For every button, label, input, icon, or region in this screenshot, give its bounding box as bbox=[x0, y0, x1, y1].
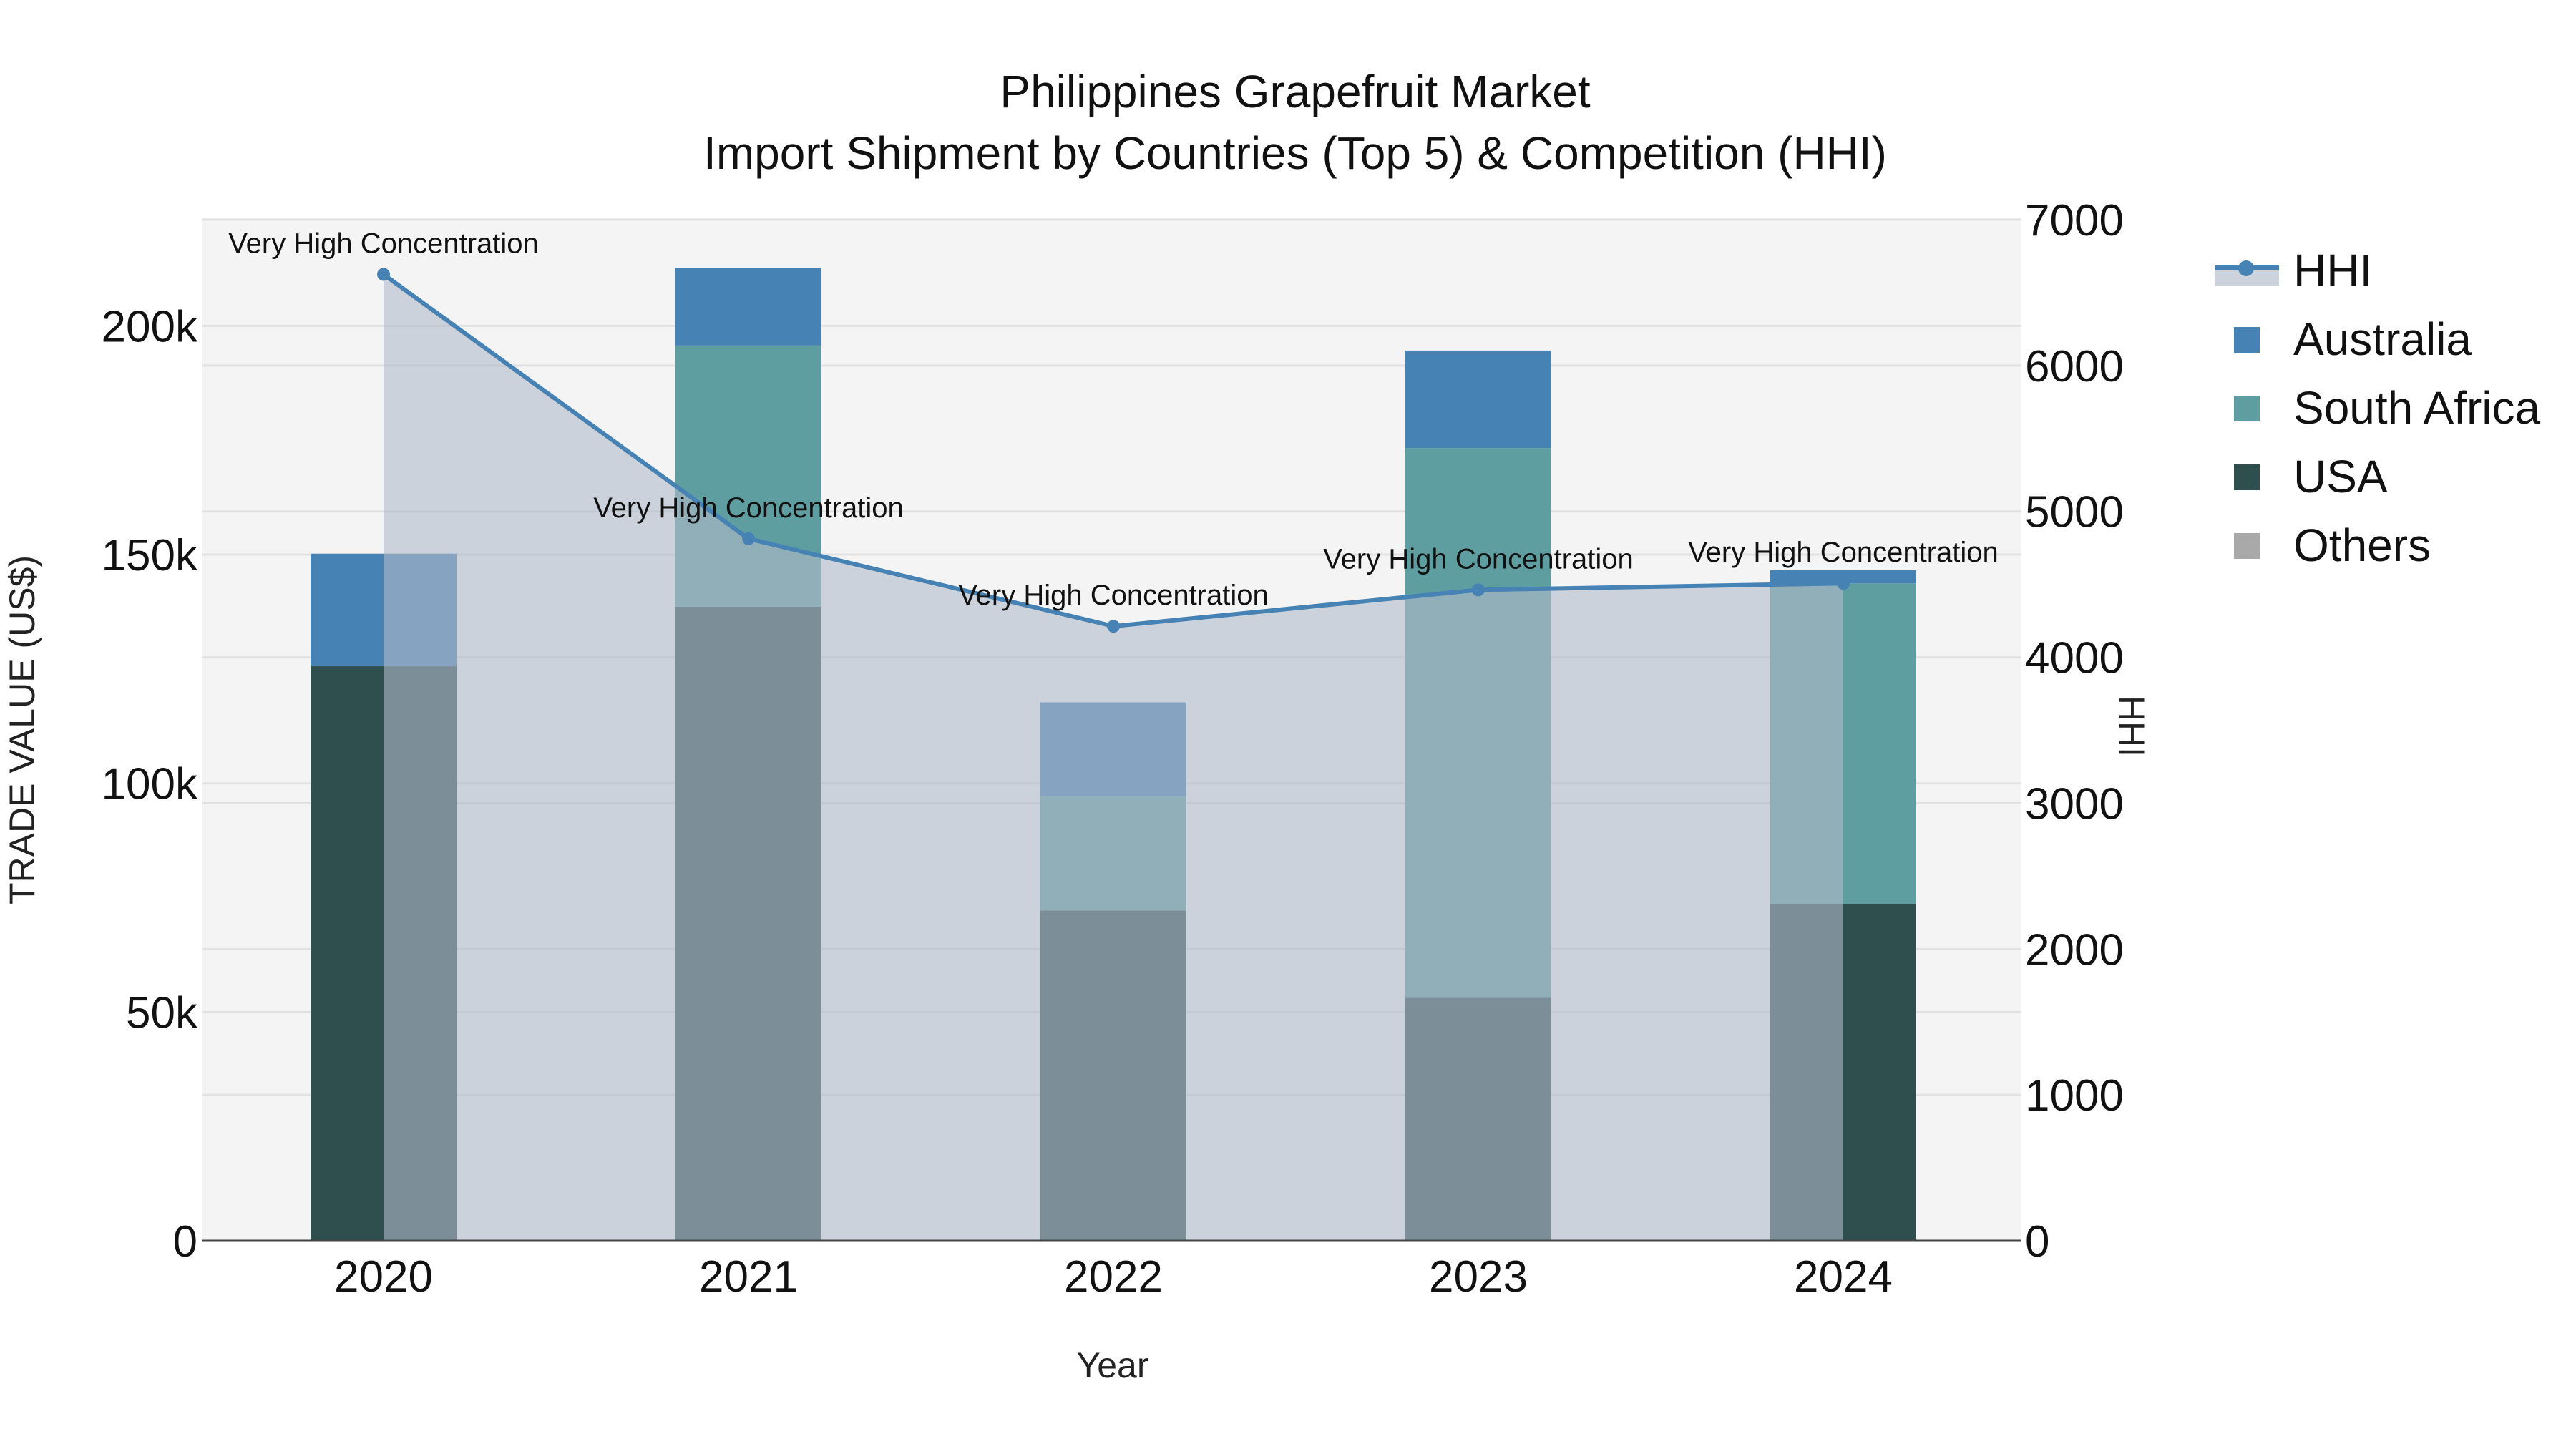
y-left-tick: 100k bbox=[102, 760, 198, 809]
y-left-tick: 150k bbox=[102, 531, 198, 580]
australia-swatch-icon bbox=[2234, 327, 2260, 353]
x-axis-title: Year bbox=[1076, 1345, 1148, 1385]
annotation-2024: Very High Concentration bbox=[1688, 537, 1999, 568]
y-right-tick: 3000 bbox=[2025, 779, 2124, 829]
x-tick: 2020 bbox=[334, 1252, 433, 1302]
y-axis-right-title: HHI bbox=[2112, 696, 2152, 757]
x-tick: 2022 bbox=[1064, 1252, 1163, 1302]
hhi-line-marker-icon bbox=[2215, 254, 2279, 287]
x-tick: 2024 bbox=[1794, 1252, 1893, 1302]
legend-item-usa[interactable]: USA bbox=[2215, 442, 2540, 511]
y-right-tick: 0 bbox=[2025, 1217, 2049, 1267]
legend-label-hhi: HHI bbox=[2293, 245, 2373, 296]
legend: HHI Australia South Africa USA Others bbox=[2215, 236, 2540, 580]
y-right-tick: 2000 bbox=[2025, 925, 2124, 975]
legend-item-others[interactable]: Others bbox=[2215, 511, 2540, 580]
bar-australia-2024[interactable] bbox=[1770, 570, 1916, 584]
legend-label-south-africa: South Africa bbox=[2293, 382, 2541, 434]
hhi-series bbox=[377, 268, 1850, 1241]
legend-item-hhi[interactable]: HHI bbox=[2215, 236, 2540, 305]
legend-label-australia: Australia bbox=[2293, 313, 2472, 365]
annotation-2020: Very High Concentration bbox=[228, 228, 539, 259]
y-right-tick: 7000 bbox=[2025, 196, 2124, 245]
legend-label-others: Others bbox=[2293, 519, 2431, 571]
hhi-area bbox=[384, 274, 1843, 1241]
x-tick: 2021 bbox=[699, 1252, 798, 1302]
legend-item-south-africa[interactable]: South Africa bbox=[2215, 374, 2540, 442]
hhi-point-2024[interactable] bbox=[1837, 577, 1850, 590]
y-right-tick: 6000 bbox=[2025, 342, 2124, 391]
hhi-point-2020[interactable] bbox=[377, 268, 390, 281]
y-right-tick: 4000 bbox=[2025, 634, 2124, 683]
chart-title-line2: Import Shipment by Countries (Top 5) & C… bbox=[703, 127, 1887, 179]
y-left-tick: 0 bbox=[173, 1217, 197, 1267]
y-axis-left-ticks: 0 50k 100k 150k 200k bbox=[102, 302, 198, 1267]
hhi-point-2021[interactable] bbox=[742, 532, 755, 545]
legend-item-australia[interactable]: Australia bbox=[2215, 305, 2540, 374]
south-africa-swatch-icon bbox=[2234, 396, 2260, 421]
bar-australia-2023[interactable] bbox=[1405, 350, 1551, 449]
usa-swatch-icon bbox=[2234, 464, 2260, 490]
hhi-point-2023[interactable] bbox=[1472, 583, 1485, 597]
y-right-tick: 1000 bbox=[2025, 1071, 2124, 1121]
hhi-annotations: Very High Concentration Very High Concent… bbox=[228, 228, 1999, 611]
hhi-point-2022[interactable] bbox=[1107, 620, 1120, 633]
chart-title-line1: Philippines Grapefruit Market bbox=[1000, 66, 1591, 117]
others-swatch-icon bbox=[2234, 533, 2260, 559]
y-axis-left-title: TRADE VALUE (US$) bbox=[2, 555, 42, 904]
x-tick: 2023 bbox=[1429, 1252, 1528, 1302]
annotation-2021: Very High Concentration bbox=[593, 492, 904, 524]
bar-australia-2021[interactable] bbox=[675, 268, 821, 346]
annotation-2023: Very High Concentration bbox=[1323, 543, 1634, 575]
annotation-2022: Very High Concentration bbox=[958, 580, 1269, 611]
y-left-tick: 200k bbox=[102, 302, 198, 351]
y-axis-right-ticks: 0 1000 2000 3000 4000 5000 6000 7000 bbox=[2025, 196, 2124, 1267]
legend-label-usa: USA bbox=[2293, 451, 2388, 502]
x-axis-ticks: 2020 2021 2022 2023 2024 bbox=[334, 1252, 1893, 1302]
y-right-tick: 5000 bbox=[2025, 488, 2124, 537]
y-left-tick: 50k bbox=[126, 988, 198, 1038]
